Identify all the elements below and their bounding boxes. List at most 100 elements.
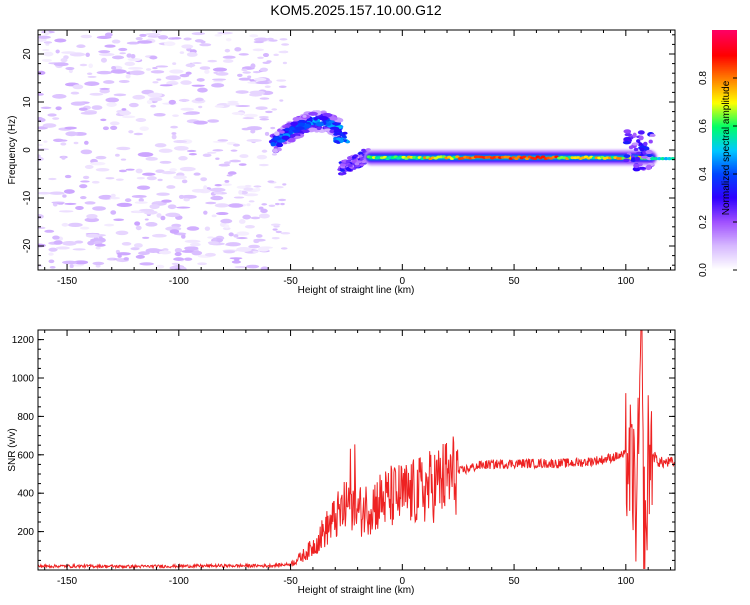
noise-speck	[85, 52, 90, 57]
arc-blob	[281, 135, 290, 140]
colorbar-strip	[712, 248, 737, 251]
noise-speck	[92, 206, 106, 211]
colorbar-gradient	[712, 30, 737, 271]
noise-speck	[184, 246, 199, 251]
noise-speck	[212, 149, 224, 152]
colorbar-strip	[712, 140, 737, 143]
noise-speck	[238, 219, 246, 224]
noise-speck	[215, 72, 229, 76]
noise-speck	[160, 215, 166, 221]
noise-speck	[135, 168, 143, 174]
noise-speck	[43, 51, 54, 57]
noise-speck	[78, 107, 88, 111]
noise-speck	[165, 212, 181, 218]
noise-speck	[234, 47, 242, 52]
arc-blob	[274, 131, 280, 136]
noise-speck	[199, 66, 211, 70]
spectrogram-y-ticks: -20 -10 0 10 20	[22, 34, 675, 266]
noise-speck	[99, 87, 111, 90]
noise-speck	[278, 50, 289, 54]
noise-speck	[211, 83, 225, 88]
noise-speck	[244, 184, 252, 188]
colorbar-strip	[712, 216, 737, 219]
noise-speck	[262, 61, 271, 64]
noise-speck	[95, 155, 107, 160]
colorbar-strip	[712, 142, 737, 145]
colorbar-tick-label: 0.8	[698, 71, 709, 85]
trace-end-blob	[624, 133, 633, 137]
noise-speck	[272, 228, 278, 231]
noise-speck	[130, 247, 140, 251]
noise-speck	[61, 156, 66, 160]
trace-end-blob	[638, 135, 644, 141]
colorbar-strip	[712, 260, 737, 263]
trace-end-blob	[639, 147, 645, 152]
noise-speck	[226, 141, 236, 145]
noise-speck	[211, 78, 227, 81]
noise-speck	[42, 123, 57, 128]
colorbar-strip	[712, 240, 737, 243]
colorbar-strip	[712, 244, 737, 247]
noise-speck	[128, 67, 144, 70]
noise-speck	[38, 243, 46, 248]
arc-blob	[338, 139, 344, 143]
noise-speck	[253, 77, 267, 82]
arc-blob	[329, 129, 336, 134]
colorbar-strip	[712, 220, 737, 223]
noise-speck	[38, 92, 44, 96]
noise-speck	[142, 172, 156, 176]
rise-blob	[355, 164, 361, 168]
colorbar-strip	[712, 36, 737, 39]
noise-speck	[271, 236, 280, 240]
snr-y-label: SNR (v/v)	[7, 428, 18, 471]
noise-speck	[72, 248, 86, 251]
noise-speck	[52, 94, 67, 99]
colorbar-strip	[712, 94, 737, 97]
trace-end-blob	[636, 139, 641, 143]
noise-speck	[216, 212, 229, 216]
noise-speck	[60, 58, 68, 63]
trace-end-blob	[643, 141, 648, 147]
noise-speck	[205, 201, 217, 205]
noise-speck	[209, 187, 226, 192]
noise-speck	[133, 243, 143, 248]
colorbar-strip	[712, 164, 737, 167]
noise-speck	[236, 237, 248, 240]
noise-speck	[119, 52, 127, 55]
noise-speck	[246, 138, 262, 143]
x-tick-label: -150	[57, 576, 77, 587]
colorbar-strip	[712, 204, 737, 207]
noise-speck	[262, 53, 270, 58]
colorbar-strip	[712, 198, 737, 201]
noise-speck	[258, 213, 270, 219]
noise-speck	[188, 152, 197, 156]
noise-speck	[155, 264, 165, 269]
noise-speck	[159, 160, 172, 164]
noise-speck	[267, 180, 275, 183]
noise-speck	[146, 176, 157, 181]
noise-speck	[86, 213, 98, 219]
rise-blob	[339, 168, 345, 172]
noise-speck	[257, 247, 270, 252]
noise-speck	[55, 49, 60, 54]
arc-blob	[342, 131, 348, 135]
noise-speck	[246, 203, 251, 207]
colorbar-strip	[712, 202, 737, 205]
x-tick-label: -150	[57, 276, 77, 287]
noise-speck	[53, 62, 69, 67]
noise-speck	[233, 258, 240, 261]
noise-speck	[139, 262, 154, 266]
noise-speck	[222, 226, 231, 231]
noise-speck	[264, 131, 270, 136]
noise-speck	[135, 118, 147, 123]
noise-speck	[95, 264, 101, 268]
noise-speck	[82, 175, 90, 180]
noise-speck	[257, 56, 264, 59]
noise-speck	[95, 168, 110, 172]
noise-speck	[79, 63, 88, 67]
arc-blob	[276, 142, 284, 148]
noise-speck	[91, 180, 100, 184]
colorbar-strip	[712, 54, 737, 57]
arc-blob	[294, 126, 305, 131]
noise-speck	[180, 107, 194, 111]
